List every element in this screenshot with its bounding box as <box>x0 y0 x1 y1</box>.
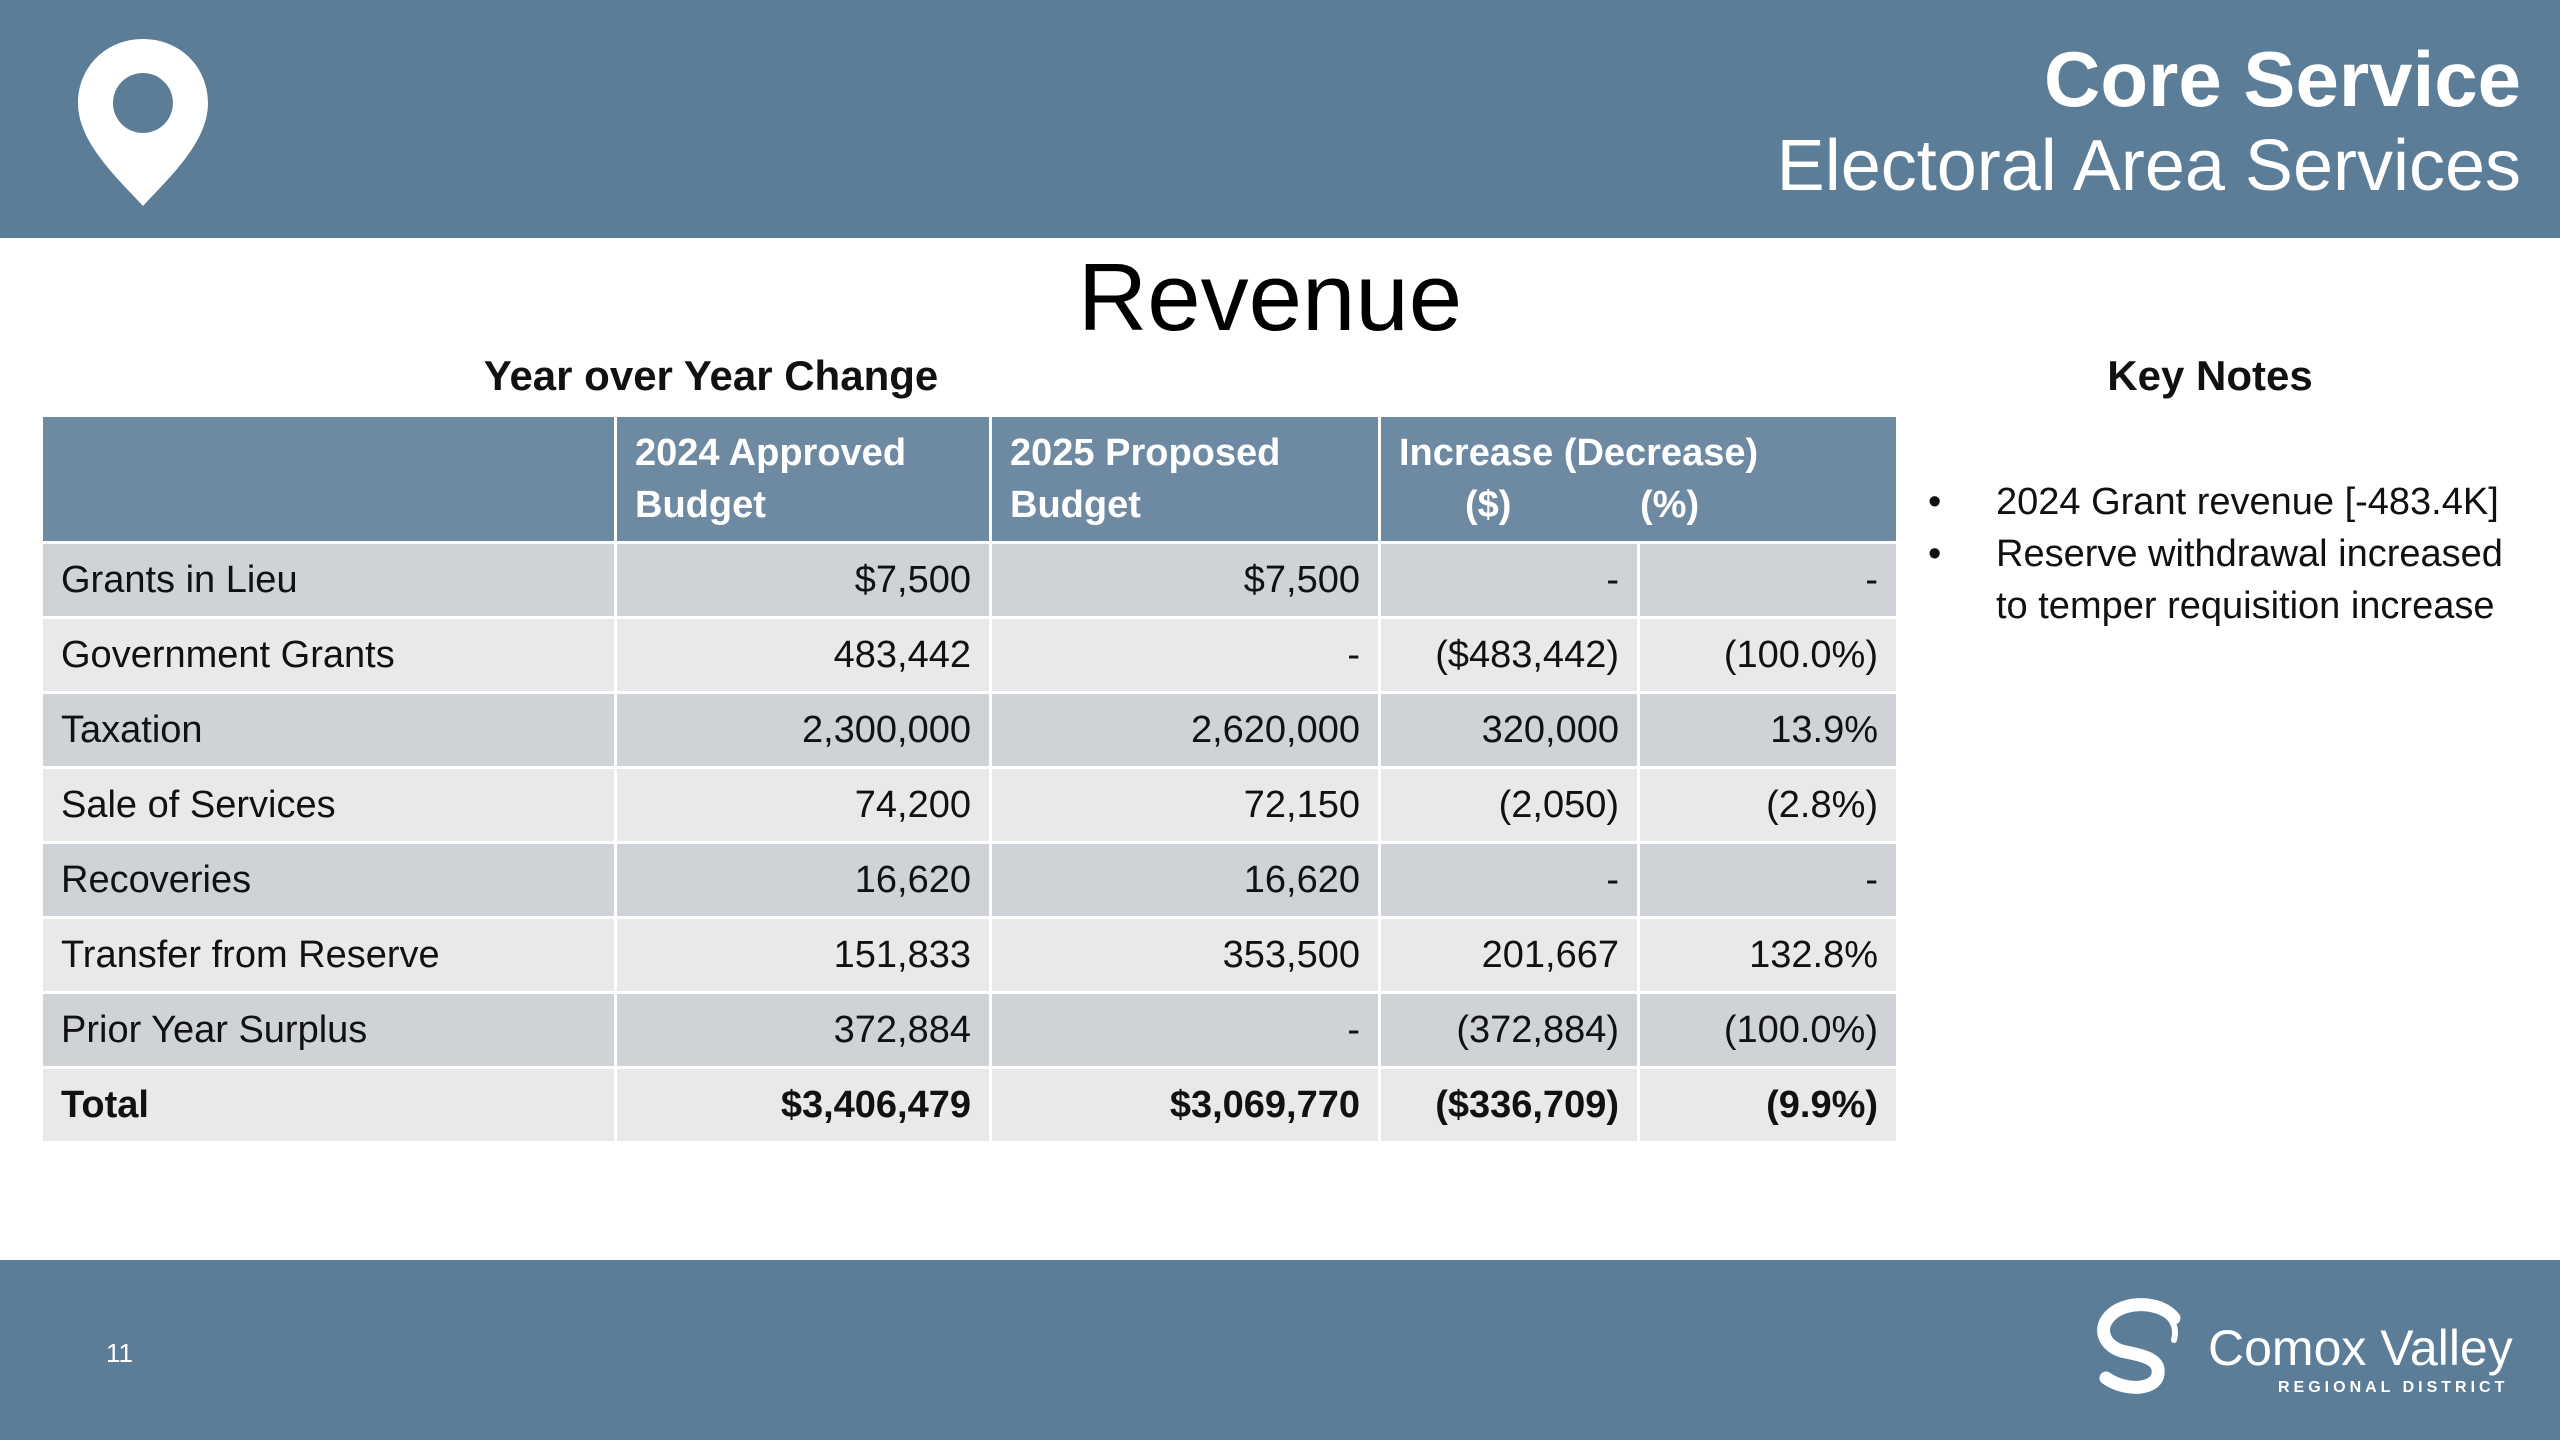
bullet-icon: • <box>1928 481 1942 523</box>
header-bar: Core Service Electoral Area Services <box>0 0 2560 238</box>
row-label: Taxation <box>40 691 617 769</box>
cell-change-dollar: 320,000 <box>1378 691 1640 769</box>
cell-2024-approved: $7,500 <box>614 541 992 619</box>
comox-valley-logo-icon <box>2097 1298 2181 1394</box>
total-2025-proposed: $3,069,770 <box>989 1066 1381 1144</box>
page-number: 11 <box>106 1338 133 1368</box>
table-row: Recoveries 16,620 16,620 - - <box>40 841 1900 919</box>
logo-subtitle: REGIONAL DISTRICT <box>2278 1379 2509 1396</box>
header-change-dollar: ($) <box>1465 484 1512 526</box>
row-label: Government Grants <box>40 616 617 694</box>
table-row: Taxation 2,300,000 2,620,000 320,000 13.… <box>40 691 1900 769</box>
slide-title: Revenue <box>1077 244 1463 351</box>
note-text: 2024 Grant revenue [-483.4K] <box>1996 481 2499 523</box>
cell-change-dollar: ($483,442) <box>1378 616 1640 694</box>
cell-change-percent: 13.9% <box>1636 691 1900 769</box>
table-title: Year over Year Change <box>483 352 939 399</box>
note-item: • 2024 Grant revenue [-483.4K] <box>1928 476 2538 528</box>
row-label: Grants in Lieu <box>40 541 617 619</box>
header-increase-decrease: Increase (Decrease) ($) (%) <box>1377 414 1900 544</box>
cell-2025-proposed: 72,150 <box>989 766 1381 844</box>
cell-2025-proposed: 2,620,000 <box>989 691 1381 769</box>
revenue-table: 2024 Approved Budget 2025 Proposed Budge… <box>40 414 1900 1144</box>
header-2024-approved: 2024 Approved Budget <box>614 414 992 544</box>
cell-2024-approved: 372,884 <box>614 991 992 1069</box>
header-change-label: Increase (Decrease) <box>1399 432 1759 474</box>
header-subtitle: Electoral Area Services <box>1776 126 2521 206</box>
table-row: Government Grants 483,442 - ($483,442) (… <box>40 616 1900 694</box>
note-text: Reserve withdrawal increased to temper r… <box>1996 533 2503 627</box>
cell-2024-approved: 151,833 <box>614 916 992 994</box>
cell-2024-approved: 483,442 <box>614 616 992 694</box>
table-header-row: 2024 Approved Budget 2025 Proposed Budge… <box>40 414 1900 544</box>
key-notes-list: • 2024 Grant revenue [-483.4K] • Reserve… <box>1928 476 2538 632</box>
note-item: • Reserve withdrawal increased to temper… <box>1928 528 2538 632</box>
cell-change-percent: - <box>1636 541 1900 619</box>
cell-2024-approved: 74,200 <box>614 766 992 844</box>
row-label: Sale of Services <box>40 766 617 844</box>
header-change-units: ($) (%) <box>1399 479 1878 531</box>
header-title: Core Service <box>2044 35 2521 123</box>
cell-change-dollar: (2,050) <box>1378 766 1640 844</box>
total-2024-approved: $3,406,479 <box>614 1066 992 1144</box>
cell-change-percent: (100.0%) <box>1636 616 1900 694</box>
header-text: Core Service Electoral Area Services <box>1777 34 2521 208</box>
notes-title: Key Notes <box>2107 352 2313 399</box>
cell-2025-proposed: 16,620 <box>989 841 1381 919</box>
cell-change-dollar: 201,667 <box>1378 916 1640 994</box>
table-row: Transfer from Reserve 151,833 353,500 20… <box>40 916 1900 994</box>
table-row: Sale of Services 74,200 72,150 (2,050) (… <box>40 766 1900 844</box>
cell-2024-approved: 16,620 <box>614 841 992 919</box>
cell-2025-proposed: - <box>989 616 1381 694</box>
cell-2025-proposed: - <box>989 991 1381 1069</box>
total-change-dollar: ($336,709) <box>1378 1066 1640 1144</box>
total-change-percent: (9.9%) <box>1636 1066 1900 1144</box>
row-label: Prior Year Surplus <box>40 991 617 1069</box>
table-row: Grants in Lieu $7,500 $7,500 - - <box>40 541 1900 619</box>
cell-2025-proposed: 353,500 <box>989 916 1381 994</box>
cell-change-dollar: (372,884) <box>1378 991 1640 1069</box>
bullet-icon: • <box>1928 533 1942 575</box>
header-item <box>40 414 617 544</box>
cell-change-dollar: - <box>1378 841 1640 919</box>
location-pin-icon <box>78 39 208 206</box>
row-label: Transfer from Reserve <box>40 916 617 994</box>
cell-change-percent: (2.8%) <box>1636 766 1900 844</box>
total-row: Total $3,406,479 $3,069,770 ($336,709) (… <box>40 1066 1900 1144</box>
cell-change-dollar: - <box>1378 541 1640 619</box>
cell-2024-approved: 2,300,000 <box>614 691 992 769</box>
cell-change-percent: - <box>1636 841 1900 919</box>
total-label: Total <box>40 1066 617 1144</box>
cell-change-percent: 132.8% <box>1636 916 1900 994</box>
row-label: Recoveries <box>40 841 617 919</box>
logo-name: Comox Valley <box>2208 1320 2513 1376</box>
table-row: Prior Year Surplus 372,884 - (372,884) (… <box>40 991 1900 1069</box>
cell-change-percent: (100.0%) <box>1636 991 1900 1069</box>
cell-2025-proposed: $7,500 <box>989 541 1381 619</box>
header-2025-proposed: 2025 Proposed Budget <box>989 414 1381 544</box>
header-change-percent: (%) <box>1640 484 1700 526</box>
